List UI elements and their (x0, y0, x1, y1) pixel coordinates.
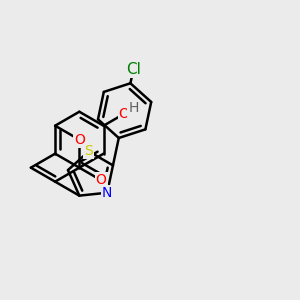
Text: S: S (84, 144, 93, 158)
Text: O: O (119, 107, 130, 121)
Text: O: O (74, 133, 85, 147)
Text: Cl: Cl (126, 62, 141, 77)
Text: N: N (102, 186, 112, 200)
Text: H: H (128, 101, 139, 116)
Text: O: O (96, 173, 106, 187)
